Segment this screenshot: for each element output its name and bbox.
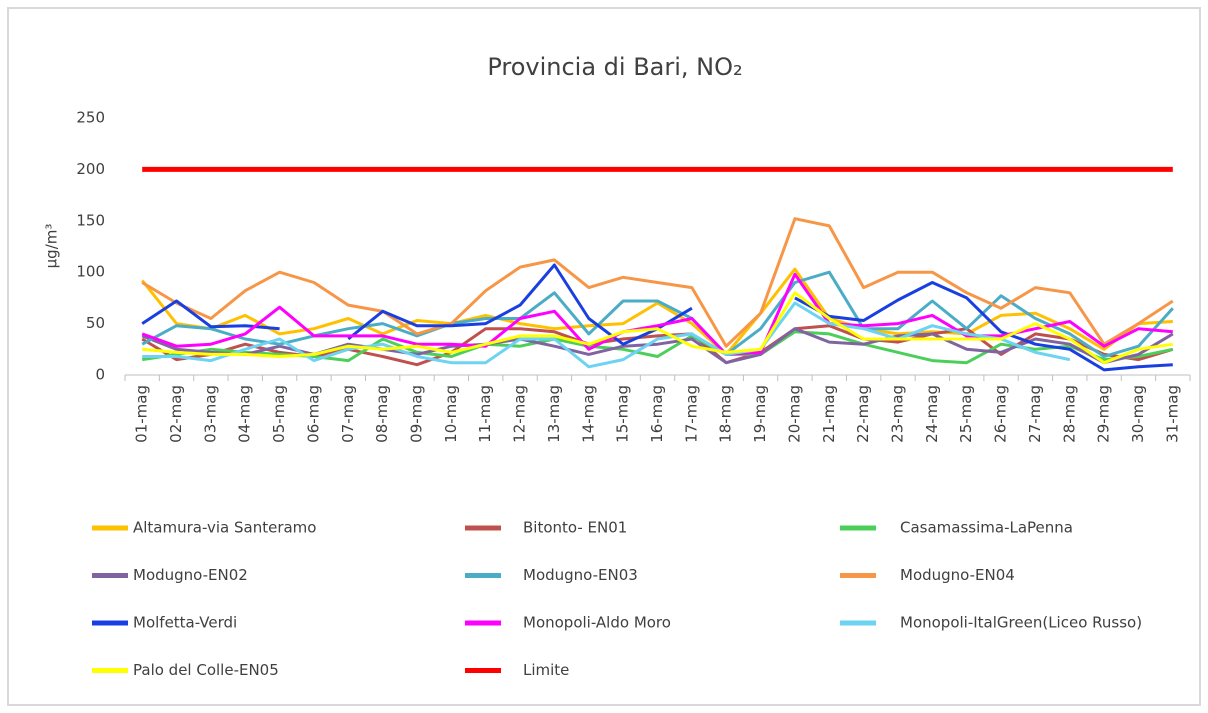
legend-label: Monopoli-ItalGreen(Liceo Russo) (900, 614, 1142, 632)
x-tick-label: 23-mag (888, 385, 906, 443)
x-tick-label: 19-mag (751, 385, 769, 443)
chart-title: Provincia di Bari, NO₂ (487, 53, 742, 81)
series-line (141, 272, 1173, 356)
x-tick-label: 07-mag (339, 385, 357, 443)
legend-label: Monopoli-Aldo Moro (523, 614, 671, 632)
x-tick-label: 14-mag (579, 385, 597, 443)
legend-label: Altamura-via Santeramo (133, 519, 316, 537)
x-tick-label: 29-mag (1095, 385, 1113, 443)
y-tick-label: 50 (86, 314, 105, 332)
legend-label: Modugno-EN03 (523, 566, 638, 584)
y-tick-label: 200 (76, 160, 105, 178)
x-tick-label: 03-mag (201, 385, 219, 443)
x-tick-label: 27-mag (1026, 385, 1044, 443)
x-tick-label: 09-mag (408, 385, 426, 443)
legend-label: Limite (523, 661, 569, 679)
x-tick-label: 20-mag (785, 385, 803, 443)
x-tick-label: 06-mag (304, 385, 322, 443)
x-tick-label: 15-mag (614, 385, 632, 443)
y-tick-label: 250 (76, 109, 105, 127)
x-tick-label: 02-mag (167, 385, 185, 443)
legend-label: Casamassima-LaPenna (900, 519, 1073, 537)
series-line (141, 267, 1173, 356)
x-tick-label: 16-mag (648, 385, 666, 443)
legend-label: Molfetta-Verdi (133, 614, 237, 632)
y-tick-label: 0 (95, 366, 105, 384)
x-tick-label: 31-mag (1163, 385, 1181, 443)
y-axis-label: µg/m³ (43, 224, 61, 269)
x-tick-label: 25-mag (957, 385, 975, 443)
x-tick-label: 13-mag (545, 385, 563, 443)
x-tick-label: 04-mag (236, 385, 254, 443)
x-tick-label: 22-mag (854, 385, 872, 443)
series-line (141, 330, 1174, 365)
x-tick-label: 10-mag (442, 385, 460, 443)
x-tick-label: 08-mag (373, 385, 391, 443)
x-tick-label: 26-mag (992, 385, 1010, 443)
x-tick-label: 17-mag (682, 385, 700, 443)
x-tick-label: 05-mag (270, 385, 288, 443)
series-line (141, 217, 1174, 348)
x-tick-label: 11-mag (476, 385, 494, 443)
x-tick-label: 30-mag (1129, 385, 1147, 443)
legend-label: Palo del Colle-EN05 (133, 661, 279, 679)
x-tick-label: 12-mag (511, 385, 529, 443)
x-tick-label: 24-mag (923, 385, 941, 443)
legend-label: Bitonto- EN01 (523, 519, 627, 537)
x-tick-label: 01-mag (133, 385, 151, 443)
legend-label: Modugno-EN02 (133, 566, 248, 584)
series-line (142, 291, 1174, 365)
y-tick-label: 100 (76, 263, 105, 281)
x-tick-label: 21-mag (820, 385, 838, 443)
x-tick-label: 28-mag (1060, 385, 1078, 443)
legend-label: Modugno-EN04 (900, 566, 1015, 584)
series-line (142, 301, 1071, 369)
y-tick-label: 150 (76, 211, 105, 229)
x-tick-label: 18-mag (717, 385, 735, 443)
